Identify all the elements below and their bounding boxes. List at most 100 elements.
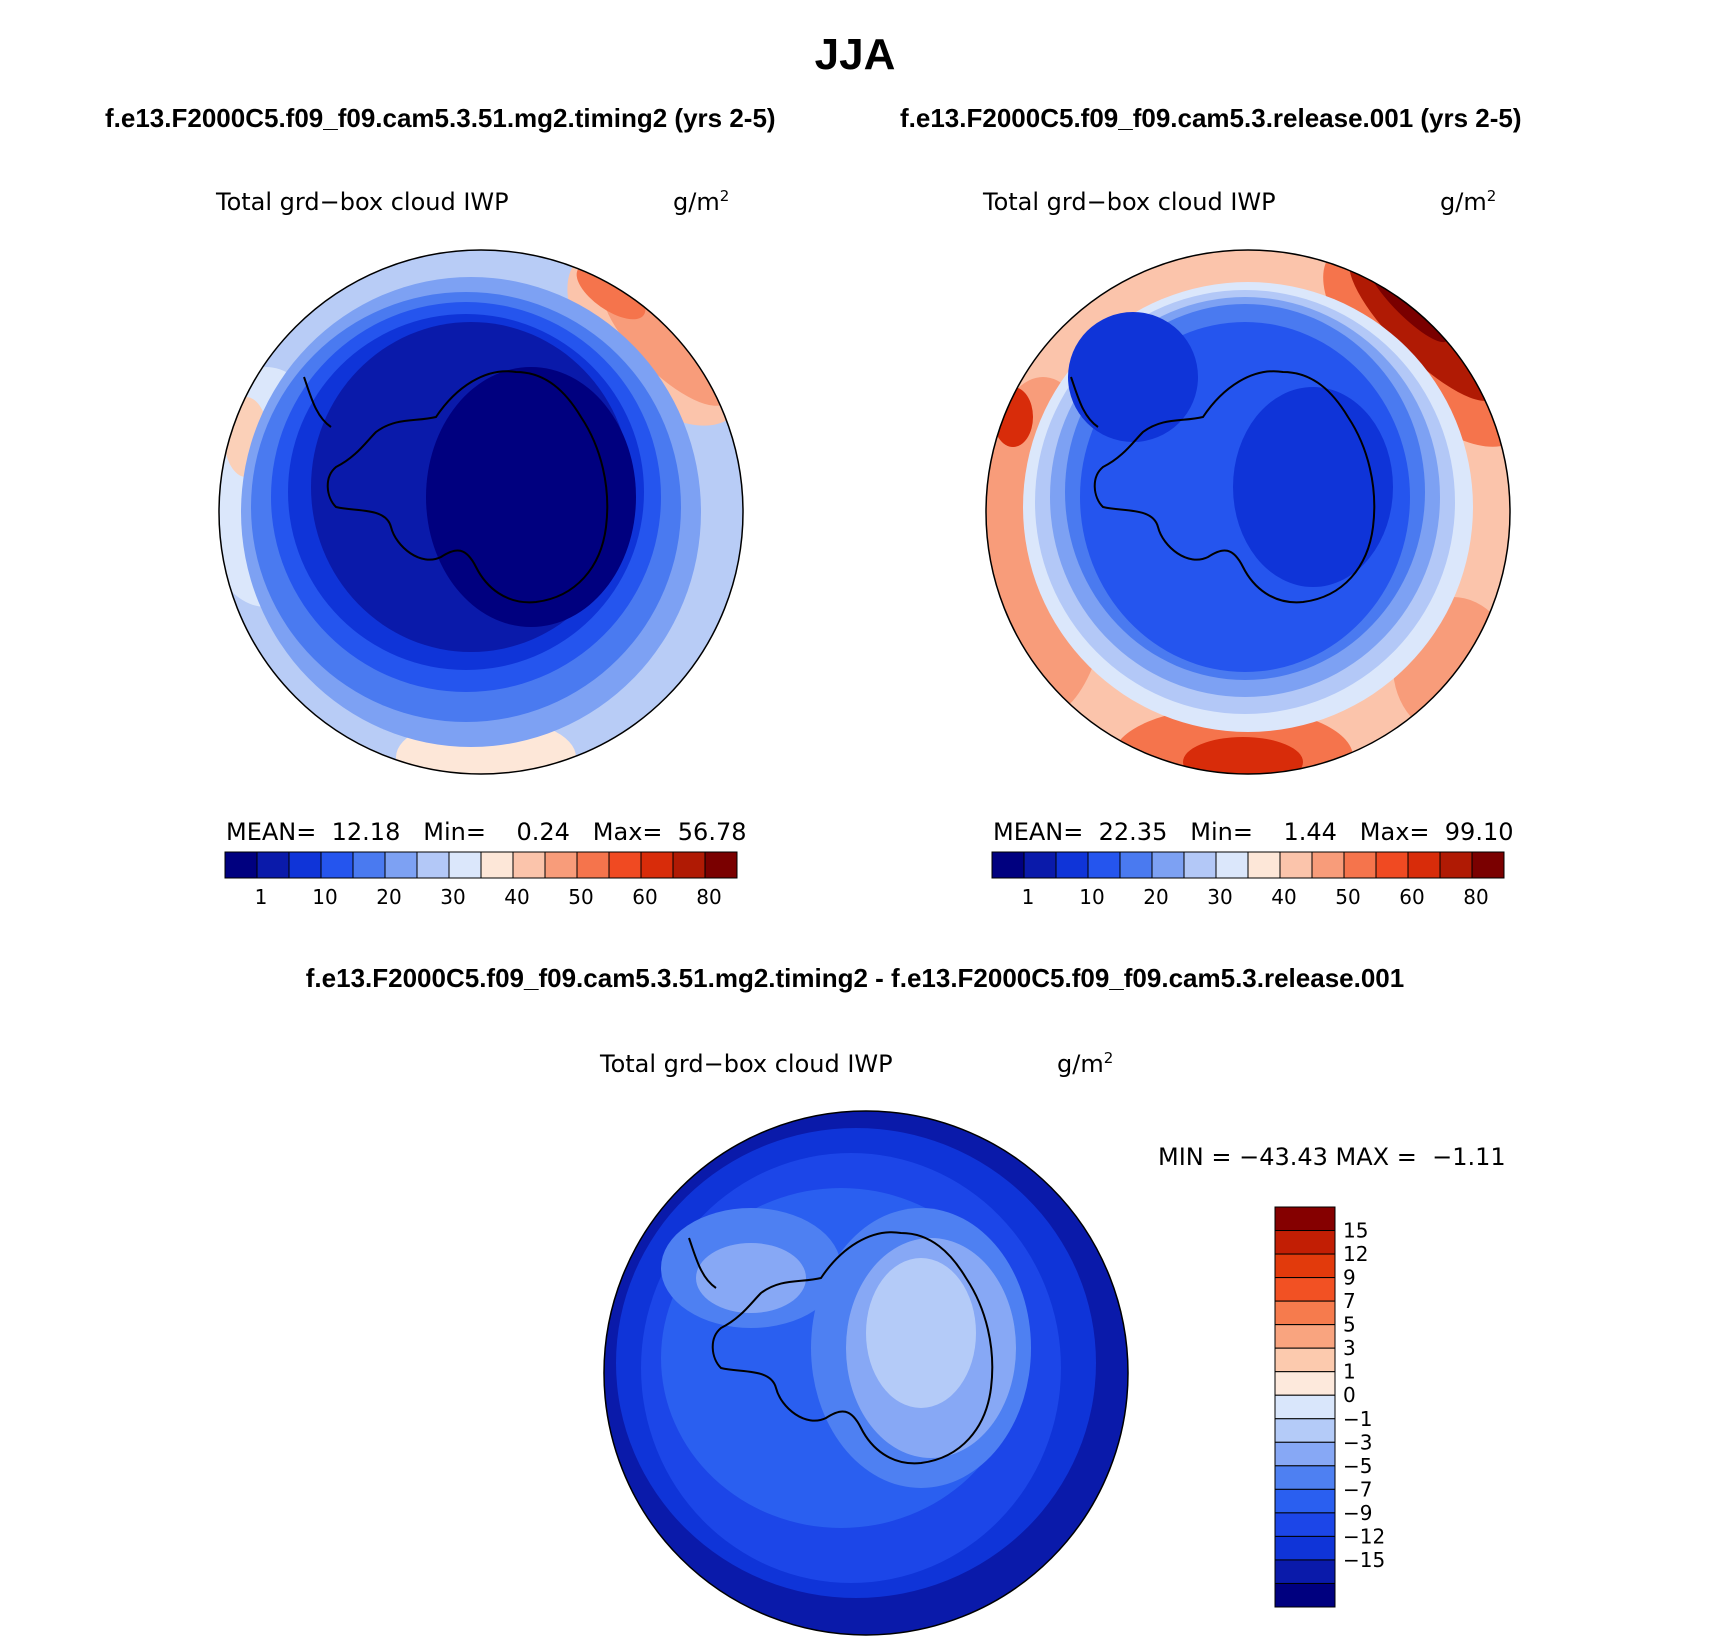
colorbar-tick-label: 30 [440,885,465,909]
map-border [985,249,1511,775]
colorbar-swatch [1055,851,1089,879]
units-diff: g/m2 [1057,1049,1114,1078]
colorbar-tick-label: 10 [312,885,337,909]
colorbar-tick-label: −12 [1343,1524,1385,1548]
colorbar-tick-label: 1 [1343,1360,1356,1384]
colorbar-swatch [352,851,386,879]
colorbar-tick-label: 80 [696,885,721,909]
colorbar-tick-label: 50 [1335,885,1360,909]
colorbar-tick-label: 40 [1271,885,1296,909]
units-right: g/m2 [1440,187,1497,216]
colorbar-swatch [1274,1277,1336,1302]
colorbar-swatch [320,851,354,879]
var-title-diff: Total grd−box cloud IWP [600,1050,893,1078]
colorbar-swatch [1279,851,1313,879]
stats-right: MEAN= 22.35 Min= 1.44 Max= 99.10 [993,818,1514,846]
colorbar-tick-label: 12 [1343,1242,1368,1266]
colorbar-swatch [416,851,450,879]
colorbar-swatch [1274,1559,1336,1584]
colorbar-tick-label: −7 [1343,1477,1372,1501]
case-title-right: f.e13.F2000C5.f09_f09.cam5.3.release.001… [900,103,1522,133]
colorbar-swatch [1274,1253,1336,1279]
colorbar-swatch [1375,851,1409,879]
colorbar-swatch [1311,851,1345,879]
colorbar-swatch [1274,1465,1336,1490]
colorbar-swatch [1274,1230,1336,1255]
colorbar-swatch [256,851,290,879]
colorbar-tick-label: 50 [568,885,593,909]
case-title-diff: f.e13.F2000C5.f09_f09.cam5.3.51.mg2.timi… [305,963,1405,993]
var-title-right: Total grd−box cloud IWP [983,188,1276,216]
colorbar-swatch [1247,851,1281,879]
colorbar-swatch [224,851,258,879]
colorbar-left: 1 10 20 30 40 50 60 80 [224,851,738,909]
colorbar-tick-label: 5 [1343,1313,1356,1337]
var-title-left: Total grd−box cloud IWP [216,188,509,216]
colorbar-tick-label: 3 [1343,1336,1356,1360]
colorbar-swatch [1274,1324,1336,1349]
map-diff [603,1110,1129,1636]
colorbar-tick-label: −5 [1343,1454,1372,1478]
colorbar-swatch [1274,1300,1336,1326]
colorbar-swatch [448,851,482,879]
colorbar-swatch [1274,1512,1336,1537]
colorbar-swatch [1274,1347,1336,1373]
colorbar-swatch [384,851,418,879]
colorbar-swatch [1274,1206,1336,1232]
colorbar-tick-label: 1 [1022,885,1035,909]
antarctica-coastline [1093,370,1376,604]
colorbar-tick-label: −3 [1343,1430,1372,1454]
figure-title: JJA [814,30,896,79]
colorbar-tick-label: 0 [1343,1383,1356,1407]
colorbar-tick-label: 40 [504,885,529,909]
colorbar-tick-label: 1 [255,885,268,909]
colorbar-swatch [1343,851,1377,879]
colorbar-tick-label: 9 [1343,1266,1356,1290]
colorbar-swatch [1183,851,1217,879]
colorbar-swatch [512,851,546,879]
colorbar-swatch [672,851,706,879]
colorbar-tick-label: 15 [1343,1219,1368,1243]
colorbar-swatch [288,851,322,879]
colorbar-swatch [1274,1535,1336,1561]
colorbar-swatch [991,851,1025,879]
stats-left: MEAN= 12.18 Min= 0.24 Max= 56.78 [226,818,747,846]
colorbar-swatch [640,851,674,879]
colorbar-swatch [704,851,738,879]
colorbar-tick-label: −1 [1343,1407,1372,1431]
colorbar-swatch [608,851,642,879]
case-title-left: f.e13.F2000C5.f09_f09.cam5.3.51.mg2.timi… [105,103,776,133]
colorbar-swatch [1274,1371,1336,1396]
map-border [218,249,744,775]
colorbar-swatch [544,851,578,879]
colorbar-tick-label: 10 [1079,885,1104,909]
colorbar-tick-label: 60 [1399,885,1424,909]
colorbar-swatch [1023,851,1057,879]
colorbar-swatch [1439,851,1473,879]
minmax-diff: MIN = −43.43 MAX = −1.11 [1158,1143,1506,1171]
colorbar-swatch [1274,1488,1336,1514]
colorbar-swatch [1151,851,1185,879]
colorbar-tick-label: −9 [1343,1501,1372,1525]
colorbar-tick-label: −15 [1343,1548,1385,1572]
colorbar-swatch [1274,1418,1336,1443]
colorbar-swatch [1274,1441,1336,1467]
colorbar-swatch [1471,851,1505,879]
map-left [218,249,744,775]
antarctica-coastline [326,370,609,604]
colorbar-swatch [1274,1582,1336,1608]
colorbar-swatch [1407,851,1441,879]
colorbar-swatch [480,851,514,879]
colorbar-swatch [576,851,610,879]
colorbar-swatch [1119,851,1153,879]
colorbar-tick-label: 80 [1463,885,1488,909]
colorbar-right: 1 10 20 30 40 50 60 80 [991,851,1505,909]
colorbar-swatch [1087,851,1121,879]
colorbar-swatch [1215,851,1249,879]
map-right [985,249,1511,775]
colorbar-tick-label: 20 [1143,885,1168,909]
colorbar-swatch [1274,1394,1336,1420]
colorbar-tick-label: 60 [632,885,657,909]
units-left: g/m2 [673,187,730,216]
